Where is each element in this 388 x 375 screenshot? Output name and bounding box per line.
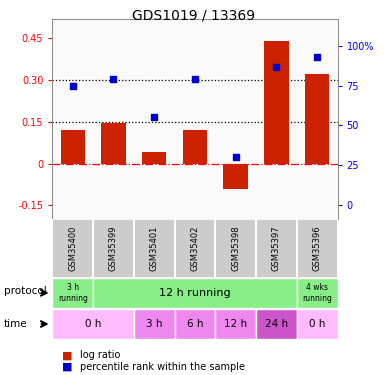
Bar <box>101 123 126 164</box>
Text: log ratio: log ratio <box>80 351 120 360</box>
Bar <box>61 130 85 164</box>
Bar <box>264 41 289 164</box>
Text: 4 wks
running: 4 wks running <box>302 283 332 303</box>
Point <box>151 114 158 120</box>
Bar <box>297 309 338 339</box>
Bar <box>215 309 256 339</box>
Point <box>274 63 280 69</box>
Bar <box>142 153 166 164</box>
Bar <box>183 130 207 164</box>
Text: 0 h: 0 h <box>85 319 101 329</box>
Text: percentile rank within the sample: percentile rank within the sample <box>80 362 244 372</box>
Text: 0 h: 0 h <box>309 319 326 329</box>
Text: GDS1019 / 13369: GDS1019 / 13369 <box>132 8 256 22</box>
Point <box>70 82 76 88</box>
Bar <box>52 278 93 308</box>
Text: GSM35402: GSM35402 <box>191 226 199 271</box>
Text: ■: ■ <box>62 351 73 360</box>
Point <box>111 76 117 82</box>
Text: GSM35396: GSM35396 <box>313 226 322 271</box>
Text: 3 h
running: 3 h running <box>58 283 88 303</box>
Text: 3 h: 3 h <box>146 319 163 329</box>
Bar <box>134 219 175 278</box>
Text: GSM35397: GSM35397 <box>272 226 281 271</box>
Bar <box>256 309 297 339</box>
Bar <box>175 219 215 278</box>
Text: 12 h running: 12 h running <box>159 288 231 298</box>
Text: 6 h: 6 h <box>187 319 203 329</box>
Text: GSM35401: GSM35401 <box>150 226 159 271</box>
Bar <box>215 219 256 278</box>
Bar <box>93 219 134 278</box>
Bar <box>305 75 329 164</box>
Bar <box>52 309 134 339</box>
Text: 24 h: 24 h <box>265 319 288 329</box>
Text: protocol: protocol <box>4 286 47 296</box>
Text: time: time <box>4 319 28 329</box>
Bar <box>175 309 215 339</box>
Text: 12 h: 12 h <box>224 319 247 329</box>
Point <box>192 76 198 82</box>
Text: GSM35400: GSM35400 <box>68 226 77 271</box>
Bar <box>93 278 297 308</box>
Text: ■: ■ <box>62 362 73 372</box>
Bar <box>223 164 248 189</box>
Bar <box>297 278 338 308</box>
Point <box>314 54 320 60</box>
Bar <box>256 219 297 278</box>
Point <box>233 154 239 160</box>
Text: GSM35399: GSM35399 <box>109 226 118 271</box>
Bar <box>52 219 93 278</box>
Bar <box>134 309 175 339</box>
Text: GSM35398: GSM35398 <box>231 226 240 271</box>
Bar <box>297 219 338 278</box>
